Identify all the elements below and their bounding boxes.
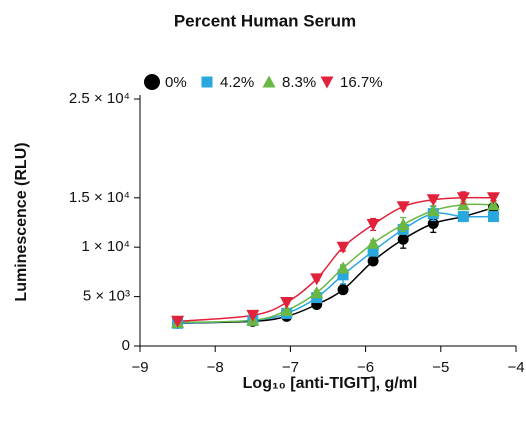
legend-label: 0% — [165, 74, 187, 91]
x-tick-label: −7 — [282, 359, 299, 376]
marker — [310, 273, 324, 286]
marker — [397, 233, 409, 245]
marker — [367, 255, 379, 267]
marker — [426, 204, 440, 217]
marker — [336, 241, 350, 254]
marker — [487, 211, 499, 223]
x-axis-title: Log₁₀ [anti-TIGIT], g/ml — [243, 375, 418, 392]
marker — [280, 297, 294, 310]
marker — [280, 303, 294, 316]
fit-line — [177, 196, 494, 323]
marker — [246, 309, 260, 322]
legend-marker — [320, 76, 334, 89]
marker — [310, 286, 324, 299]
x-tick-label: −8 — [207, 359, 224, 376]
y-tick-label: 1 × 10⁴ — [81, 238, 130, 255]
marker — [337, 284, 349, 296]
marker — [366, 236, 380, 249]
marker — [337, 269, 349, 281]
y-axis-title: Luminescence (RLU) — [13, 142, 30, 301]
marker — [171, 315, 185, 328]
chart-title: Percent Human Serum — [174, 11, 356, 30]
marker — [367, 245, 379, 257]
legend-marker — [144, 74, 160, 90]
marker — [456, 192, 470, 205]
y-tick-label: 1.5 × 10⁴ — [69, 189, 130, 206]
y-tick-label: 0 — [122, 337, 130, 354]
x-tick-label: −5 — [432, 359, 449, 376]
marker — [396, 201, 410, 214]
marker — [486, 192, 500, 205]
marker — [426, 194, 440, 207]
fit-line — [177, 212, 494, 325]
fit-line — [177, 203, 494, 324]
legend-label: 16.7% — [340, 74, 383, 91]
fit-line — [177, 206, 494, 325]
marker — [336, 261, 350, 274]
marker — [396, 217, 410, 230]
marker — [366, 218, 380, 231]
x-tick-label: −4 — [507, 359, 524, 376]
legend-marker — [201, 76, 213, 88]
marker — [457, 211, 469, 223]
y-tick-label: 2.5 × 10⁴ — [69, 90, 130, 107]
legend-label: 4.2% — [220, 74, 254, 91]
y-tick-label: 5 × 10³ — [83, 288, 130, 305]
legend-label: 8.3% — [282, 74, 316, 91]
legend-marker — [262, 75, 276, 88]
x-tick-label: −6 — [357, 359, 374, 376]
x-tick-label: −9 — [131, 359, 148, 376]
